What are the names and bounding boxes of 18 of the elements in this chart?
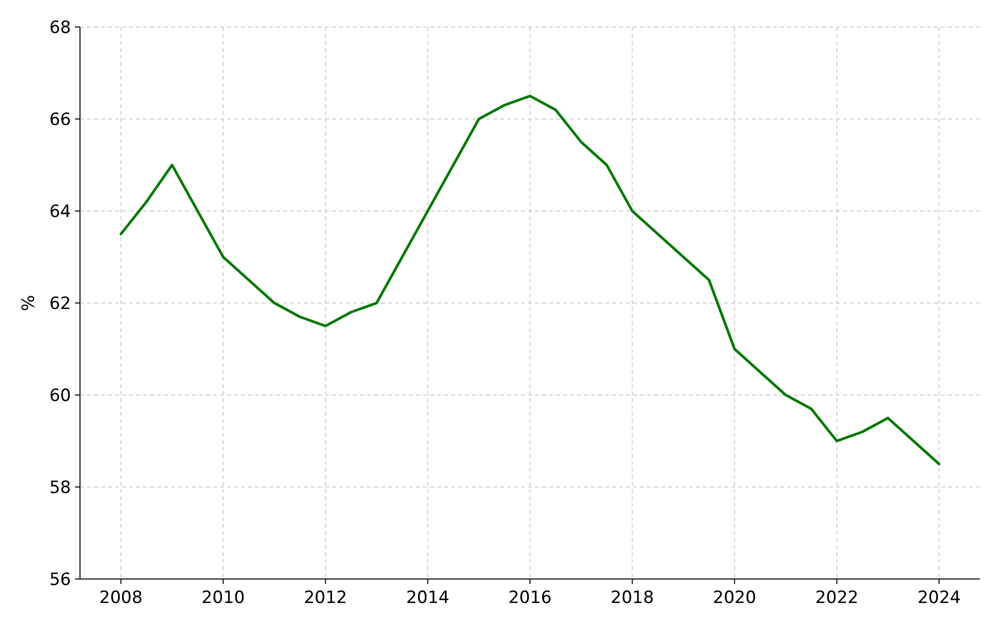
y-tick-label: 58 — [49, 478, 71, 498]
y-tick-label: 56 — [49, 570, 71, 590]
y-tick-label: 60 — [49, 386, 71, 406]
y-tick-label: 66 — [49, 110, 71, 130]
y-axis-title: % — [19, 294, 39, 312]
y-tick-label: 62 — [49, 294, 71, 314]
x-tick-label: 2018 — [610, 588, 654, 608]
x-tick-label: 2010 — [202, 588, 245, 608]
x-tick-label: 2008 — [99, 588, 143, 608]
x-tick-label: 2014 — [406, 588, 450, 608]
x-tick-label: 2022 — [815, 588, 858, 608]
line-series — [120, 94, 940, 466]
y-tick-label: 64 — [49, 202, 71, 222]
x-tick-label: 2020 — [712, 588, 756, 608]
y-tick-label: 68 — [49, 18, 71, 38]
x-tick-label: 2024 — [917, 588, 961, 608]
x-tick-label: 2012 — [304, 588, 348, 608]
x-tick-label: 2016 — [508, 588, 552, 608]
